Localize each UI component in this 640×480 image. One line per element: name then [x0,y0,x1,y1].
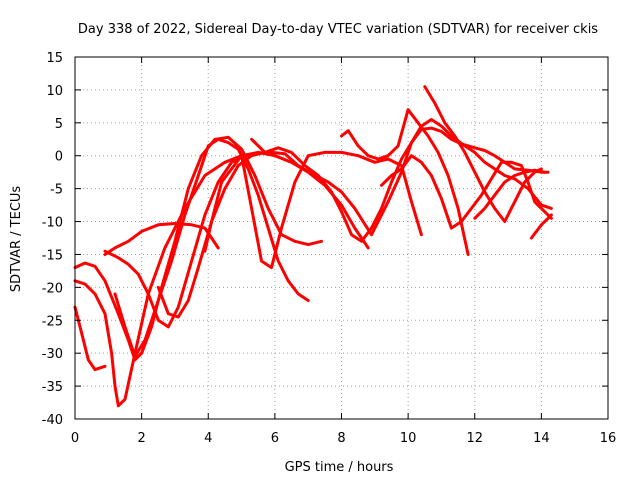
y-tick-label: -30 [42,347,63,362]
y-tick-label: -15 [42,248,63,263]
x-axis-title: GPS time / hours [285,460,394,475]
grid-lines [75,57,608,419]
series-arc-14 [529,213,553,240]
series-arc-2 [73,305,107,372]
x-tick-labels: 0 2 4 6 8 10 12 14 16 [71,431,616,446]
series-arc-3 [73,150,370,408]
y-tick-label: -10 [42,216,63,231]
series-arc-6 [113,137,310,358]
y-tick-label: -20 [42,281,63,296]
tick-marks [74,56,609,420]
x-tick-label: 0 [71,431,79,446]
series-arc-5 [103,126,550,329]
y-tick-label: 0 [55,150,63,165]
series-arc-13 [473,168,547,220]
x-tick-label: 2 [137,431,145,446]
y-tick-label: -35 [42,380,63,395]
x-tick-label: 12 [466,431,483,446]
x-tick-label: 10 [400,431,417,446]
plot-series [73,85,553,408]
y-tick-label: -25 [42,314,63,329]
y-tick-label: -40 [42,413,63,428]
y-tick-label: -5 [50,183,63,198]
y-tick-label: 10 [46,84,63,99]
y-tick-label: 15 [46,51,63,66]
x-tick-label: 16 [600,431,617,446]
y-tick-label: 5 [55,117,63,132]
x-tick-label: 14 [533,431,550,446]
series-arc-10 [340,108,470,256]
x-tick-label: 6 [271,431,279,446]
chart-title: Day 338 of 2022, Sidereal Day-to-day VTE… [78,22,598,37]
x-tick-label: 8 [337,431,345,446]
series-arc-9 [250,118,553,243]
series-arc-12 [380,154,553,230]
series-arc-8 [203,150,423,270]
y-axis-title: SDTVAR / TECUs [9,186,24,293]
x-tick-label: 4 [204,431,212,446]
y-tick-labels: 15 10 5 0 -5 -10 -15 -20 -25 -30 -35 -40 [42,51,63,428]
